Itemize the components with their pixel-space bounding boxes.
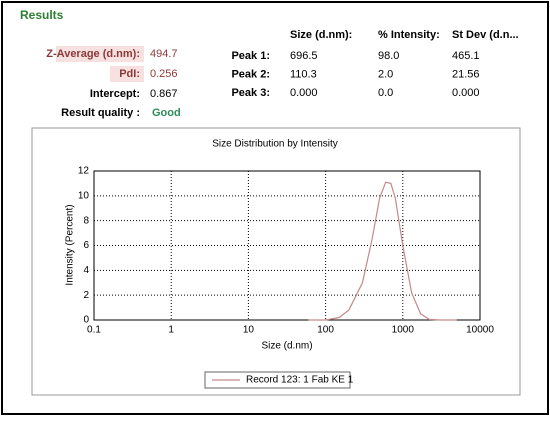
x-tick-label: 1 [168,325,174,336]
highlight [110,66,144,82]
table-header: % Intensity: [378,29,440,41]
summary-label: PdI: [119,68,140,80]
summary-label: Intercept: [90,88,140,100]
table-cell: 0.0 [378,87,393,99]
quality-value: Good [152,107,181,119]
x-tick-label: 10000 [466,325,494,336]
results-title: Results [20,8,64,22]
data-line [308,181,457,321]
table-header: St Dev (d.n... [452,29,519,41]
x-tick-label: 0.1 [87,325,101,336]
x-tick-label: 10 [243,325,255,336]
x-axis-label: Size (d.nm) [261,341,312,352]
table-cell: 2.0 [378,68,393,80]
peak-label: Peak 2: [231,68,270,80]
y-tick-label: 2 [83,290,89,301]
y-tick-label: 12 [78,166,90,177]
table-cell: 696.5 [290,50,318,62]
x-tick-label: 100 [317,325,334,336]
summary-value: 0.867 [150,88,178,100]
y-tick-label: 4 [83,265,89,276]
summary-value: 0.256 [150,68,178,80]
summary-value: 494.7 [150,48,178,60]
peak-label: Peak 3: [231,87,270,99]
table-cell: 465.1 [452,50,480,62]
legend-label: Record 123: 1 Fab KE 1 [246,375,354,386]
y-tick-label: 0 [83,315,89,326]
plot-area [93,170,481,321]
peak-table: Size (d.nm): % Intensity: St Dev (d.n... Pe… [231,29,518,99]
table-header: Size (d.nm): [290,29,352,41]
y-tick-label: 8 [83,215,89,226]
x-tick-label: 1000 [392,325,415,336]
peak-label: Peak 1: [231,50,270,62]
highlight [56,46,144,62]
table-cell: 0.000 [452,87,480,99]
table-cell: 110.3 [290,68,317,80]
quality-label: Result quality : [61,107,140,119]
summary-label: Z-Average (d.nm): [46,48,140,60]
table-cell: 21.56 [452,68,480,80]
table-cell: 0.000 [290,87,318,99]
y-tick-label: 6 [83,240,89,251]
legend [204,371,351,389]
y-tick-label: 10 [78,190,90,201]
chart-box [31,127,521,396]
chart-title: Size Distribution by Intensity [212,139,338,150]
table-cell: 98.0 [378,50,399,62]
y-axis-label: Intensity (Percent) [65,204,76,285]
